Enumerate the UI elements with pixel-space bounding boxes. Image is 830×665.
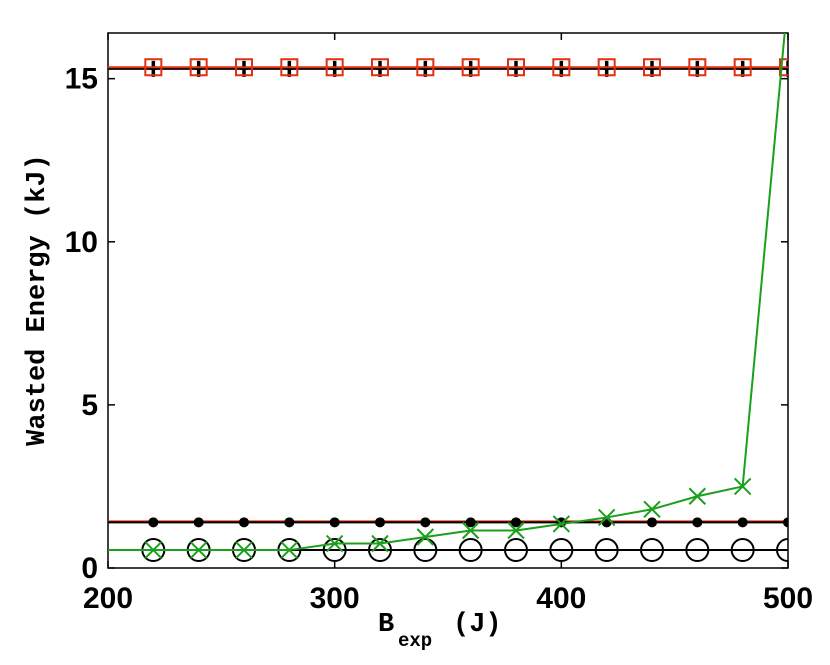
data-point-plus [512,60,520,77]
data-point-plus [285,60,294,77]
data-point-dot [692,517,703,528]
data-point-square [688,58,707,77]
series-line [108,33,786,552]
data-point-circle [776,538,788,563]
x-axis-label: B [378,610,394,640]
data-point-circle [504,538,528,563]
data-point-plus [376,60,384,77]
data-point-x [416,528,435,546]
data-point-plus [784,60,788,77]
data-point-x [552,515,571,533]
data-point-square [325,58,344,77]
data-point-dot [511,517,521,528]
series-5 [108,0,796,559]
data-point-square [507,58,525,77]
tick-labels: 200 300 400 500 0 5 10 15 [65,63,813,615]
data-point-square [189,58,208,77]
data-point-square [144,58,163,77]
data-point-dot [148,517,159,528]
data-point-plus [240,60,248,77]
data-point-dot [193,517,204,528]
data-point-plus [466,60,475,77]
data-point-circle [458,538,483,563]
x-tick-label: 200 [83,582,133,615]
data-point-x [280,541,299,559]
data-point-x [144,541,163,559]
x-axis-label-subscript: exp [398,630,432,652]
data-point-dot [375,517,385,528]
x-tick-label: 500 [763,582,813,615]
data-point-plus [194,60,203,77]
data-point-x [643,500,661,518]
data-point-square [461,58,480,77]
data-point-square [235,58,253,77]
data-point-circle [413,538,438,563]
data-point-square [779,58,788,77]
data-point-dot [737,517,748,528]
data-point-dot [783,517,788,528]
data-point-circle [594,538,619,563]
y-tick-label: 5 [81,389,98,422]
data-point-plus [557,60,566,77]
data-point-x [780,0,796,5]
data-point-square [552,58,571,77]
data-point-x [461,521,480,540]
y-tick-label: 10 [65,226,98,259]
data-point-square [416,58,435,77]
y-tick-label: 15 [65,63,98,96]
data-point-dot [465,517,476,528]
data-point-circle [730,538,755,563]
data-point-square [371,58,389,77]
data-point-dot [284,517,295,528]
data-point-circle [640,538,664,563]
data-point-x [235,541,253,559]
data-point-circle [368,538,392,563]
data-point-plus [149,60,158,77]
tick-marks [107,33,789,569]
series-1 [108,58,788,77]
data-point-dot [647,517,657,528]
data-point-dot [239,517,249,528]
data-point-circle [685,538,710,563]
data-point-square [643,58,661,77]
y-tick-label: 0 [81,552,98,585]
plot-area [107,32,789,569]
y-axis-label: Wasted Energy (kJ) [23,154,53,446]
data-point-plus [693,60,702,77]
data-point-plus [330,60,339,77]
data-point-circle [322,538,347,563]
data-point-square [280,58,299,77]
data-point-x [688,487,707,505]
data-point-x [325,534,344,553]
data-point-plus [421,60,430,77]
data-point-x [597,508,616,527]
data-point-dot [420,517,431,528]
data-point-square [597,58,616,77]
data-point-x [507,521,525,540]
x-tick-label: 400 [536,582,586,615]
data-point-dot [329,517,340,528]
data-point-x [371,534,389,553]
data-point-plus [602,60,611,77]
data-point-x [189,541,208,559]
data-point-square [733,58,752,77]
x-tick-label: 300 [310,582,360,615]
data-point-plus [648,60,656,77]
data-point-circle [549,538,574,563]
x-axis-label-unit: (J) [453,610,502,640]
series-0 [108,60,788,77]
data-point-plus [738,60,747,77]
data-point-x [733,477,752,496]
series-layer [108,0,796,563]
data-point-dot [556,517,567,528]
